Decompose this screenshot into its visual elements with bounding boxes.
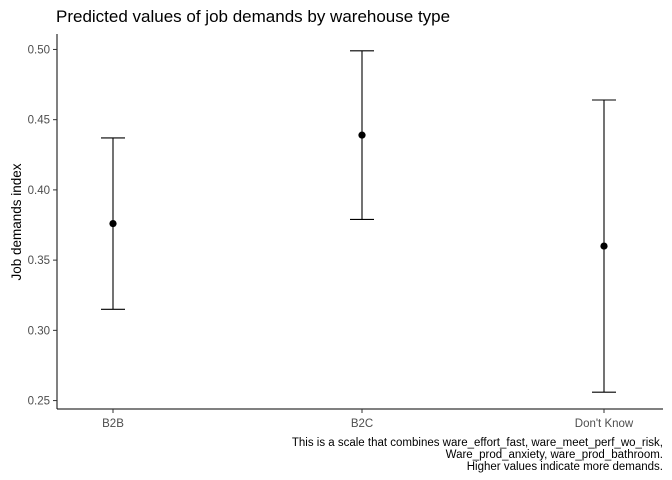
plot-area: 0.25 0.30 0.35 0.40 0.45 0.50 B2B B2C Don't Know	[28, 34, 663, 430]
y-tick-label: 0.40	[28, 185, 50, 197]
chart-title: Predicted values of job demands by wareh…	[56, 7, 450, 26]
y-tick-label: 0.25	[28, 396, 50, 408]
caption-line-3: Higher values indicate more demands.	[467, 461, 663, 473]
caption-line-1: This is a scale that combines ware_effor…	[292, 437, 663, 449]
x-tick-label: Don't Know	[575, 418, 634, 430]
y-tick-label: 0.45	[28, 115, 50, 127]
data-point-0	[109, 220, 117, 228]
x-tick-label: B2C	[351, 418, 373, 430]
chart-caption: This is a scale that combines ware_effor…	[292, 437, 663, 473]
y-axis-title: Job demands index	[9, 163, 24, 280]
data-point-1	[358, 131, 366, 139]
y-tick-label: 0.30	[28, 325, 50, 337]
x-tick-label: B2B	[102, 418, 124, 430]
y-tick-label: 0.35	[28, 255, 50, 267]
caption-line-2: Ware_prod_anxiety, ware_prod_bathroom.	[446, 449, 663, 461]
y-tick-label: 0.50	[28, 44, 50, 56]
data-point-2	[600, 242, 608, 250]
